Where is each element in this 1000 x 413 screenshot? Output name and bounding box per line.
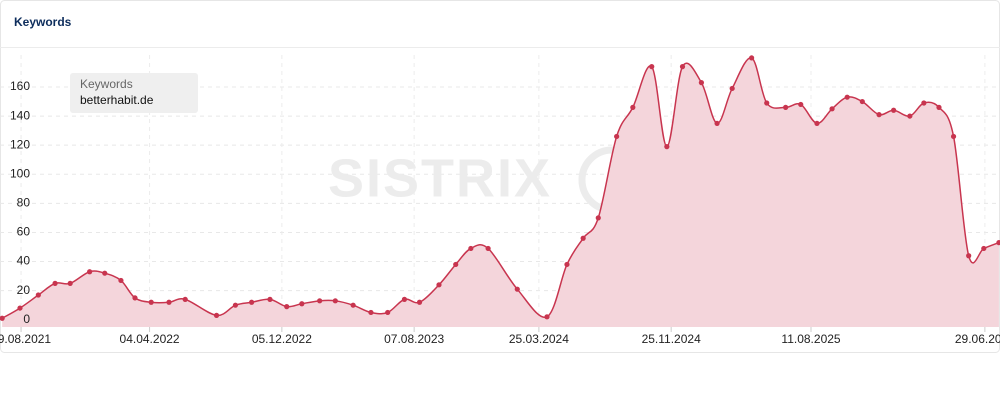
x-tick-label: 25.03.2024	[509, 332, 569, 346]
data-point	[649, 64, 655, 70]
legend: Keywords betterhabit.de	[70, 73, 198, 113]
data-point	[284, 304, 290, 310]
data-point	[368, 309, 374, 316]
data-point	[891, 107, 897, 113]
data-point	[664, 144, 670, 150]
chart-title: Keywords	[14, 15, 72, 29]
data-point	[132, 295, 138, 301]
data-point	[118, 277, 124, 284]
data-point	[436, 282, 442, 288]
y-tick-label: 40	[17, 254, 31, 268]
x-tick-label: 11.08.2025	[781, 332, 840, 346]
data-point	[936, 104, 942, 110]
legend-title: Keywords	[80, 77, 133, 91]
data-point	[416, 299, 423, 305]
data-point	[67, 280, 73, 286]
data-point	[317, 298, 323, 304]
data-point	[580, 235, 586, 241]
x-tick-label: 29.06.2026	[955, 332, 1000, 346]
data-point	[714, 120, 720, 126]
y-tick-label: 20	[17, 283, 31, 297]
data-point	[679, 64, 686, 70]
data-point	[996, 240, 1000, 246]
data-point	[249, 299, 255, 305]
plot	[0, 55, 1000, 328]
data-point	[749, 55, 755, 61]
data-point	[514, 286, 520, 292]
x-tick-label: 09.08.2021	[0, 332, 51, 346]
x-tick-label: 05.12.2022	[252, 332, 312, 346]
data-point	[350, 302, 356, 308]
data-point	[814, 120, 820, 126]
data-point	[966, 253, 972, 259]
data-point	[102, 270, 108, 276]
legend-entry: betterhabit.de	[80, 93, 154, 107]
data-point	[630, 104, 636, 110]
data-point	[87, 269, 93, 275]
data-point	[401, 296, 408, 302]
data-point	[17, 305, 23, 311]
data-point	[783, 104, 789, 110]
data-point	[453, 261, 459, 268]
data-point	[764, 100, 770, 106]
data-point	[876, 112, 882, 118]
data-point	[798, 101, 804, 108]
data-point	[232, 302, 239, 308]
data-point	[332, 298, 338, 304]
data-point	[981, 245, 987, 252]
y-tick-label: 100	[10, 166, 30, 180]
data-point	[907, 113, 913, 119]
data-point	[698, 80, 705, 86]
y-tick-label: 60	[17, 225, 31, 239]
data-point	[148, 299, 154, 305]
watermark-text: SISTRIX	[328, 148, 552, 208]
y-tick-label: 160	[10, 79, 30, 93]
area-fill	[2, 57, 999, 328]
x-tick-label: 04.04.2022	[120, 332, 180, 346]
data-point	[166, 299, 172, 305]
data-point	[485, 245, 491, 252]
data-point	[844, 94, 850, 100]
axes: 0 20 40 60 80 100 120 140 160 09.08.2021 04.04.202…	[0, 79, 1000, 346]
data-point	[0, 315, 5, 321]
y-tick-label: 120	[10, 137, 30, 151]
data-point	[950, 133, 957, 140]
data-point	[859, 98, 865, 105]
data-point	[267, 296, 273, 302]
data-point	[729, 85, 735, 92]
data-point	[35, 292, 41, 298]
y-tick-label: 140	[10, 108, 30, 122]
data-point	[182, 296, 188, 302]
data-point	[213, 312, 220, 318]
y-tick-label: 80	[17, 196, 31, 210]
data-point	[385, 309, 391, 316]
x-tick-label: 07.08.2023	[384, 332, 444, 346]
data-point	[564, 261, 570, 268]
data-point	[595, 215, 601, 221]
legend-box	[70, 73, 198, 113]
data-point	[829, 106, 835, 112]
data-point	[52, 280, 58, 286]
data-point	[614, 133, 620, 140]
data-point	[921, 100, 927, 106]
x-tick-label: 25.11.2024	[642, 332, 701, 346]
data-point	[299, 301, 305, 307]
data-point	[544, 314, 550, 320]
y-tick-label: 0	[23, 312, 30, 326]
data-point	[468, 245, 474, 252]
